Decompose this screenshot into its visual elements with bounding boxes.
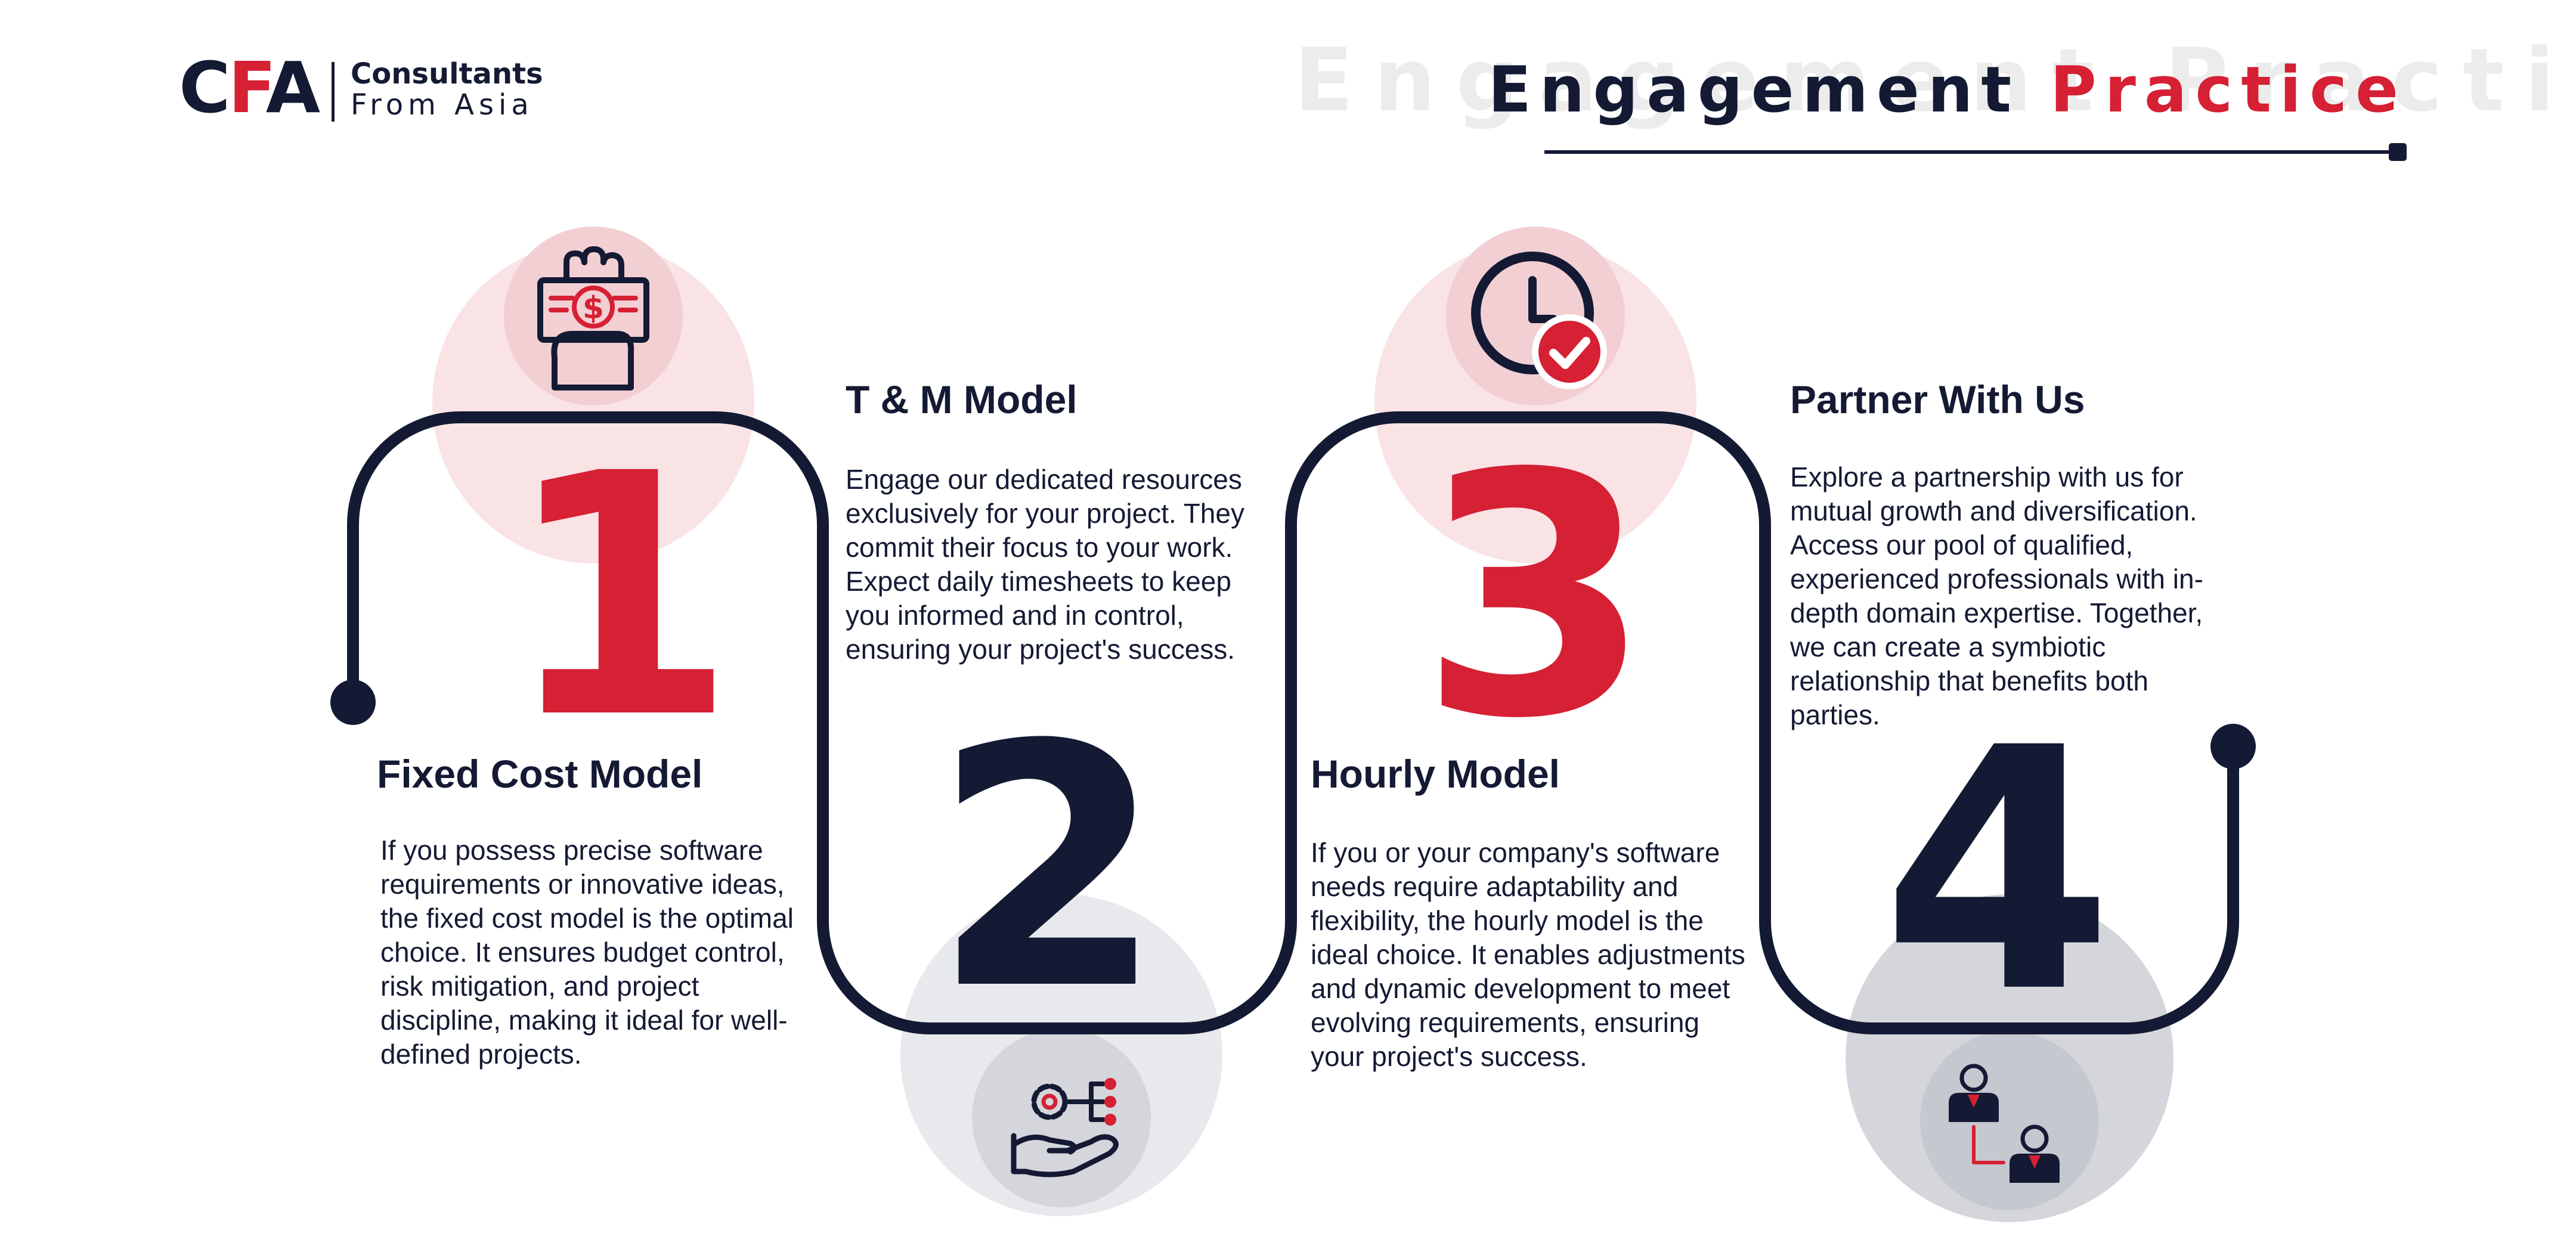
step-2-heading: T & M Model (846, 377, 1078, 422)
logo-mark: CFA (179, 52, 320, 123)
title-word-1: Engagement (1488, 53, 2020, 126)
timeline-start-dot (330, 680, 376, 725)
logo-company-line2: From Asia (351, 88, 534, 122)
step-2-circle-inner (972, 1028, 1151, 1207)
logo-divider (332, 62, 335, 122)
step-1-heading: Fixed Cost Model (377, 752, 703, 796)
logo-letter-a: A (265, 47, 320, 129)
title-underline-cap (2389, 143, 2407, 161)
step-1-number: 1 (504, 403, 736, 792)
title-ghost: Engagement Practice (1294, 30, 2576, 131)
step-4-number: 4 (1881, 677, 2114, 1066)
partners-icon (1949, 1064, 2060, 1183)
clock-check-icon (1471, 252, 1607, 389)
hand-money-icon: $ (537, 246, 649, 391)
step-1-circle-inner (504, 227, 683, 405)
page-title: Engagement Practice (1488, 58, 2407, 122)
step-2-description: Engage our dedicated resources exclusive… (846, 464, 1244, 665)
timeline-path (347, 411, 2239, 1034)
step-4-heading: Partner With Us (1790, 377, 2085, 422)
logo-company-line1: Consultants (351, 57, 543, 91)
step-4-description: Explore a partnership with us for mutual… (1790, 461, 2203, 730)
step-1-description: If you possess precise software requirem… (380, 835, 794, 1070)
logo-letter-f: F (228, 47, 268, 129)
title-word-2: Practice (2049, 53, 2407, 126)
step-3-number: 3 (1419, 403, 1652, 792)
hand-gear-icon (1011, 1078, 1119, 1177)
title-underline (1544, 150, 2399, 154)
step-3-heading: Hourly Model (1311, 752, 1561, 796)
logo-letter-c: C (179, 47, 231, 129)
svg-text:$: $ (583, 290, 604, 326)
step-2-number: 2 (932, 674, 1165, 1063)
step-3-description: If you or your company's software needs … (1311, 837, 1745, 1072)
timeline-end-dot (2210, 724, 2256, 769)
